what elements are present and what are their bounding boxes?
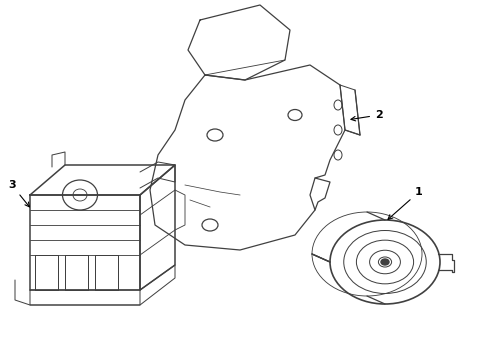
Ellipse shape xyxy=(381,259,389,265)
Text: 1: 1 xyxy=(388,187,423,219)
Text: 3: 3 xyxy=(8,180,29,207)
Text: 2: 2 xyxy=(351,110,383,121)
